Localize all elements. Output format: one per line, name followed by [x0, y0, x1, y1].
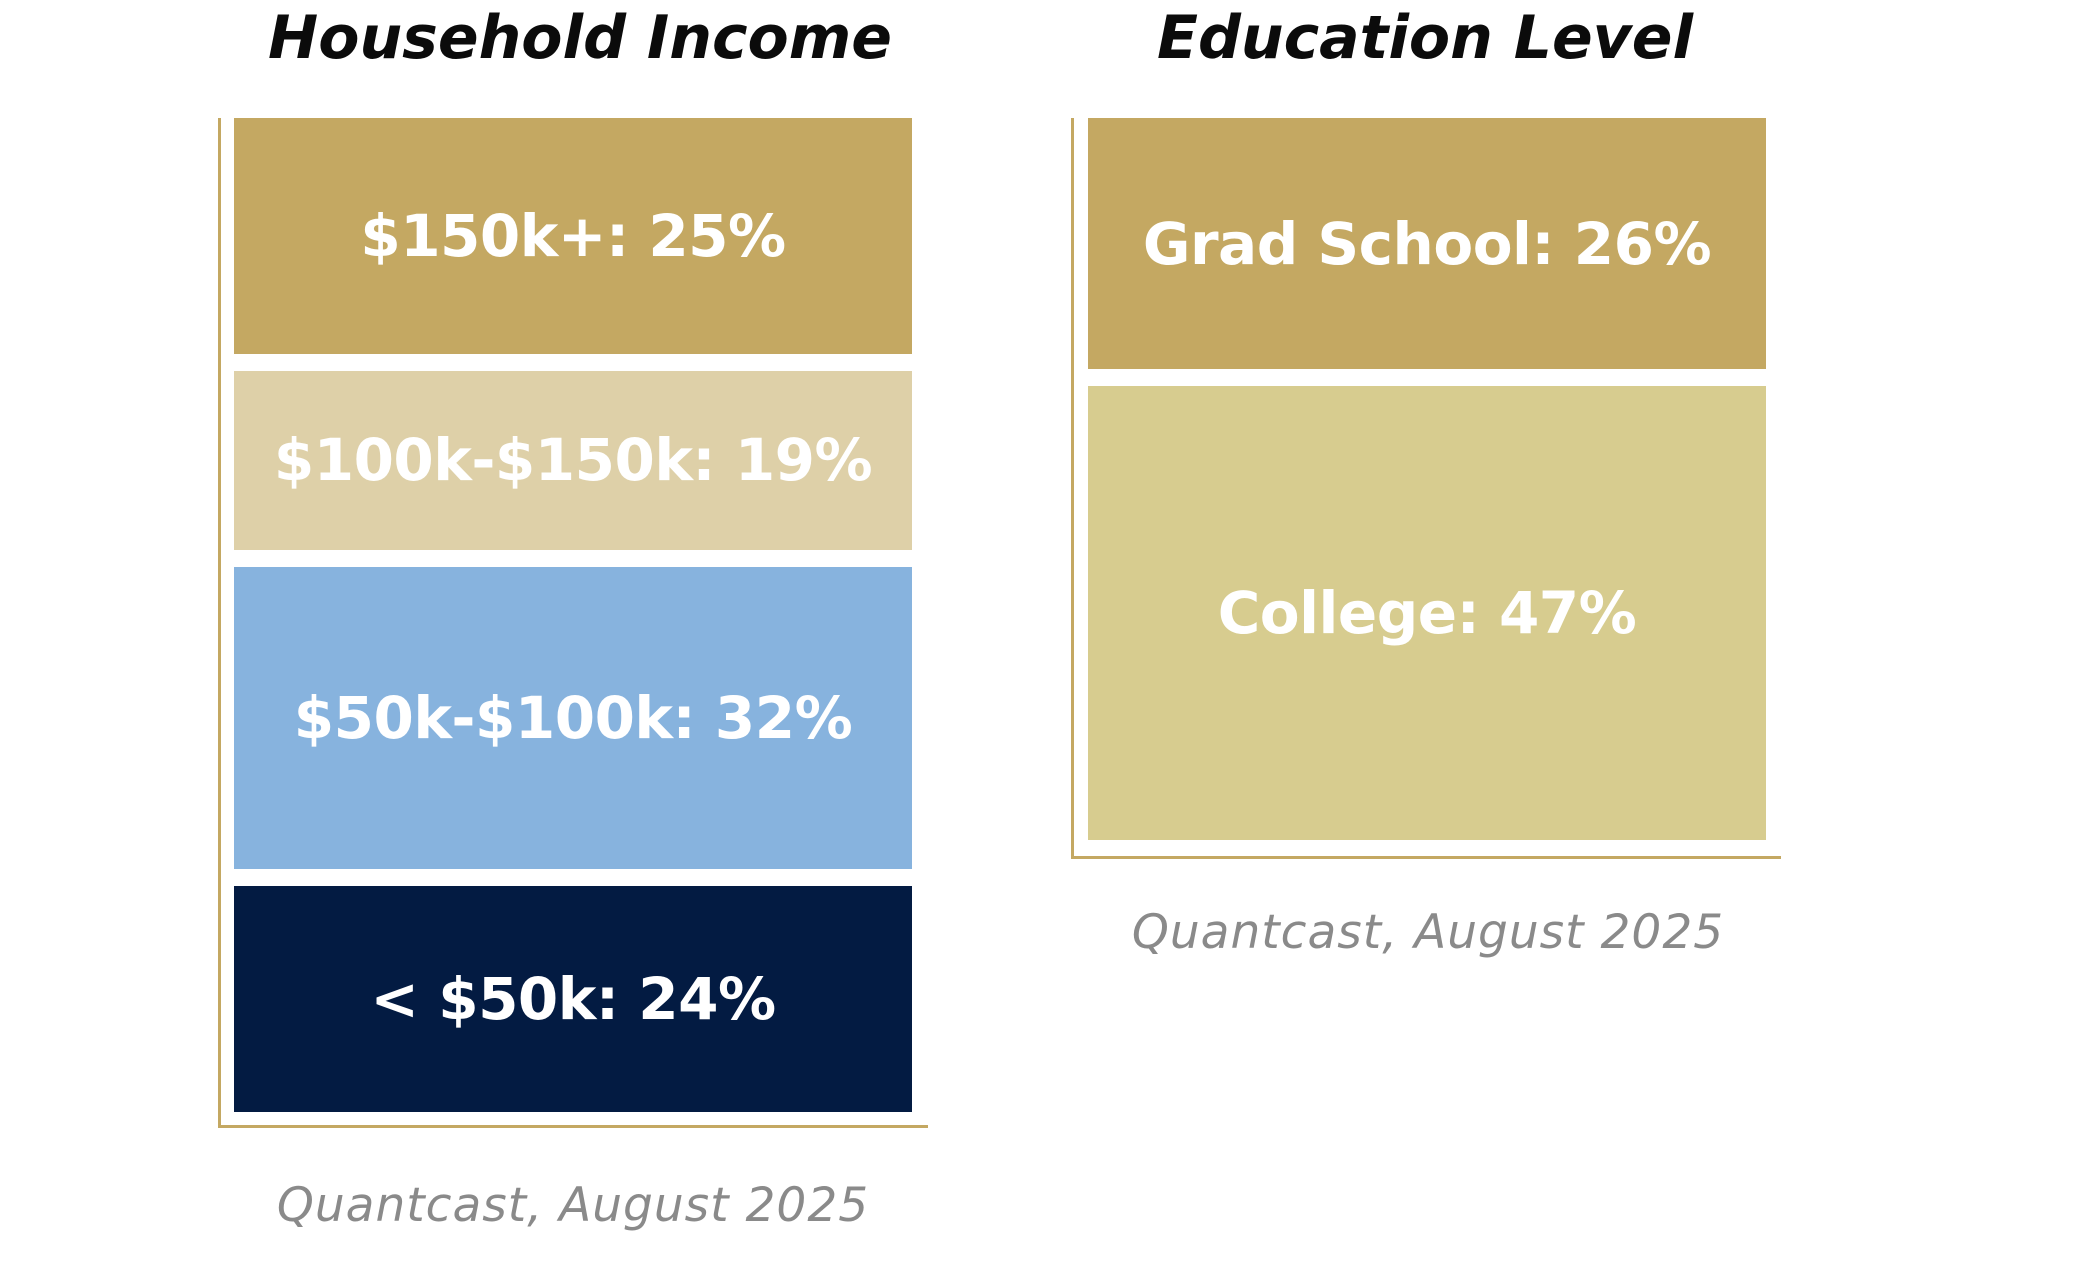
education-level-title: Education Level	[1156, 3, 1694, 73]
household-income-frame	[218, 118, 928, 1128]
income-segment-3: $50k-$100k: 32%	[234, 566, 912, 869]
education-segment-2: College: 47%	[1088, 386, 1766, 840]
education-segment-label-2: College: 47%	[1217, 579, 1637, 648]
income-segment-label-3: $50k-$100k: 32%	[293, 683, 853, 752]
income-segment-4: < $50k: 24%	[234, 885, 912, 1112]
education-level-source: Quantcast, August 2025	[1131, 905, 1725, 960]
income-segment-label-2: $100k-$150k: 19%	[273, 426, 873, 495]
household-income-title: Household Income	[268, 3, 892, 73]
income-segment-label-4: < $50k: 24%	[370, 964, 776, 1033]
education-level-frame	[1071, 118, 1781, 859]
income-segment-1: $150k+: 25%	[234, 118, 912, 354]
income-segment-2: $100k-$150k: 19%	[234, 370, 912, 550]
education-segment-1: Grad School: 26%	[1088, 118, 1766, 370]
education-segment-label-1: Grad School: 26%	[1142, 209, 1712, 278]
income-segment-label-1: $150k+: 25%	[360, 201, 786, 270]
household-income-source: Quantcast, August 2025	[276, 1178, 870, 1233]
